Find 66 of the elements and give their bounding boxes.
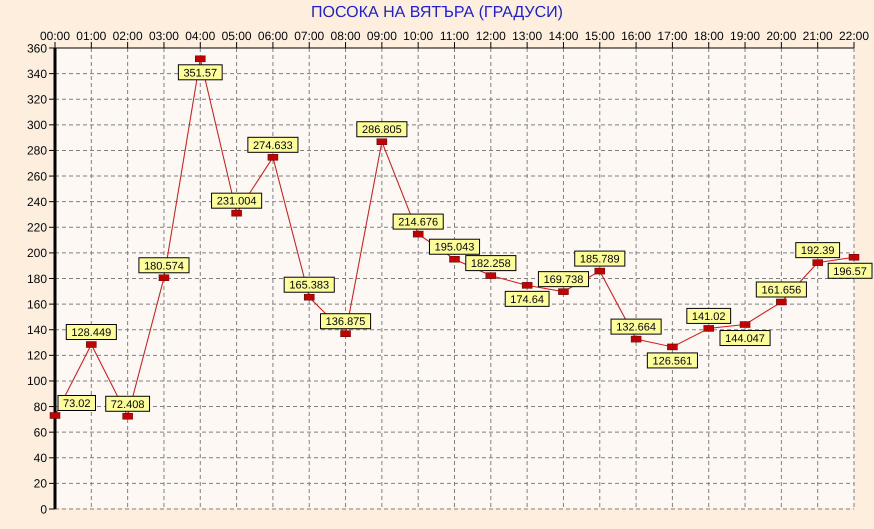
y-tick-label: 60 [34, 425, 48, 440]
data-label: 196.57 [833, 266, 867, 278]
data-label: 126.561 [652, 355, 692, 368]
data-label: 180.574 [144, 260, 184, 272]
x-tick-label: 05:00 [222, 29, 252, 43]
y-tick-label: 340 [26, 66, 48, 81]
y-tick-label: 260 [26, 169, 48, 184]
y-tick-label: 160 [26, 297, 48, 312]
x-tick-label: 18:00 [694, 29, 724, 43]
x-tick-label: 07:00 [294, 29, 325, 43]
x-tick-label: 15:00 [584, 29, 616, 43]
x-tick-label: 09:00 [366, 29, 398, 43]
x-tick-label: 20:00 [766, 29, 797, 43]
x-tick-label: 08:00 [330, 29, 361, 43]
data-label: 132.664 [616, 322, 656, 334]
y-tick-label: 180 [26, 272, 48, 286]
data-label: 174.64 [510, 294, 544, 306]
x-tick-label: 21:00 [802, 29, 834, 43]
data-label: 161.656 [761, 284, 802, 296]
data-label: 136.875 [326, 316, 366, 328]
y-tick-label: 120 [26, 348, 48, 363]
y-tick-label: 240 [26, 194, 48, 209]
data-label: 72.408 [110, 398, 144, 411]
y-tick-label: 100 [26, 374, 48, 388]
y-tick-label: 360 [26, 41, 48, 56]
data-label: 165.383 [289, 280, 330, 292]
x-tick-label: 12:00 [476, 29, 506, 43]
x-tick-label: 14:00 [548, 29, 579, 43]
data-label: 231.004 [216, 196, 256, 208]
data-label: 214.676 [398, 216, 438, 229]
y-tick-label: 40 [34, 451, 48, 466]
y-tick-label: 300 [26, 118, 48, 132]
x-tick-label: 11:00 [440, 29, 470, 43]
x-tick-label: 03:00 [148, 29, 180, 43]
x-tick-label: 02:00 [112, 29, 143, 43]
y-tick-label: 200 [26, 246, 48, 260]
data-label: 274.633 [253, 140, 293, 152]
x-tick-label: 00:00 [40, 29, 70, 43]
y-tick-label: 20 [34, 476, 48, 491]
x-tick-label: 19:00 [730, 29, 760, 43]
x-tick-label: 01:00 [76, 29, 107, 43]
data-label: 73.02 [62, 398, 91, 410]
x-tick-label: 17:00 [657, 29, 688, 43]
data-label: 195.043 [434, 242, 474, 254]
x-tick-label: 16:00 [621, 29, 652, 43]
data-label: 182.258 [470, 258, 511, 270]
y-tick-label: 80 [34, 400, 48, 414]
y-tick-label: 140 [26, 322, 48, 337]
x-tick-label: 22:00 [838, 29, 870, 43]
chart-title: ПОСОКА НА ВЯТЪРА (ГРАДУСИ) [310, 4, 564, 22]
y-tick-label: 220 [26, 220, 48, 235]
data-label: 286.805 [362, 124, 402, 136]
data-label: 169.738 [544, 274, 584, 286]
data-label: 185.789 [580, 254, 620, 266]
x-tick-label: 13:00 [512, 29, 542, 43]
x-tick-label: 10:00 [403, 29, 434, 43]
data-label: 128.449 [71, 327, 112, 340]
data-label: 351.57 [183, 67, 218, 80]
data-label: 192.39 [800, 245, 835, 258]
y-tick-label: 320 [26, 92, 48, 106]
y-tick-label: 0 [40, 502, 48, 516]
y-tick-label: 280 [26, 144, 48, 158]
x-tick-label: 04:00 [185, 29, 216, 43]
data-label: 141.02 [692, 310, 726, 323]
data-label: 144.047 [725, 333, 765, 346]
x-tick-label: 06:00 [258, 29, 288, 43]
